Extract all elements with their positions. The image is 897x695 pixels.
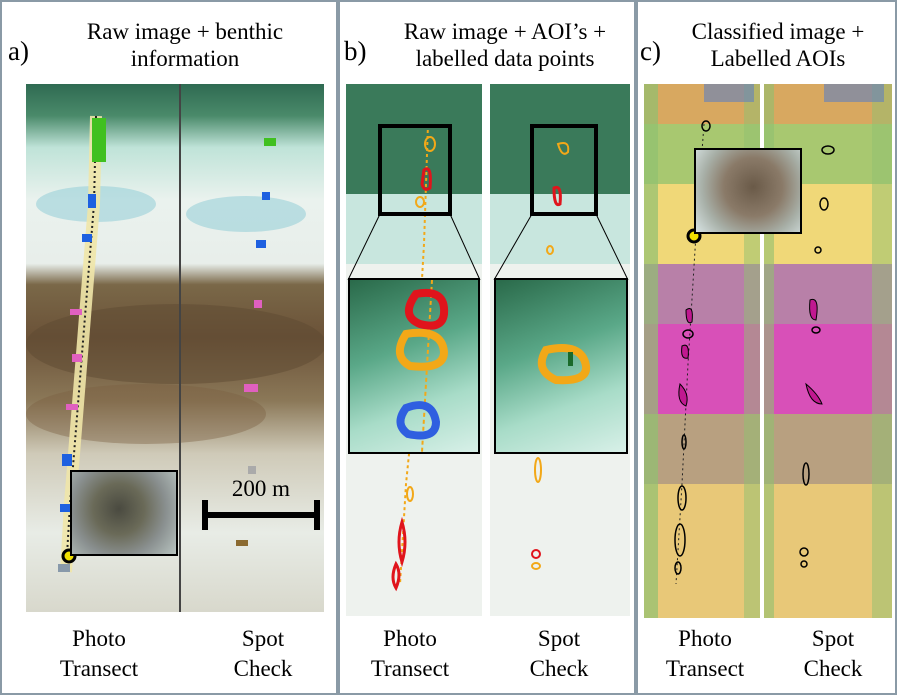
panel-a-right-caption-line1: Spot: [241, 626, 285, 651]
panel-c-right-caption-line2: Check: [803, 656, 863, 681]
panel-a-raw-image: 200 m: [26, 84, 324, 612]
panel-b-left-caption-line1: Photo: [383, 626, 437, 651]
panel-b-spotcheck-image: [490, 84, 630, 616]
scale-bar-right-tick: [314, 500, 320, 530]
panel-b-left-caption: Photo Transect: [355, 624, 465, 684]
panel-a-title-line1: Raw image + benthic: [86, 19, 284, 44]
panel-divider-bc: [634, 0, 638, 695]
panel-a-right-caption: Spot Check: [208, 624, 318, 684]
panel-b-transect-zoom: [348, 278, 480, 454]
panel-b-right-caption: Spot Check: [504, 624, 614, 684]
panel-c-letter: c): [640, 36, 661, 66]
panel-b-right-caption-line1: Spot: [537, 626, 581, 651]
panel-c-title: Classified image + Labelled AOIs: [668, 18, 888, 72]
panel-b-title: Raw image + AOI’s + labelled data points: [380, 18, 630, 72]
panel-a-left-caption: Photo Transect: [44, 624, 154, 684]
panel-a-title: Raw image + benthic information: [55, 18, 315, 72]
panel-b-title-line1: Raw image + AOI’s +: [403, 19, 607, 44]
panel-a-right-caption-line2: Check: [233, 656, 293, 681]
panel-a-title-line2: information: [130, 46, 240, 71]
panel-c-photo-inset: [694, 148, 802, 234]
panel-c-right-caption-line1: Spot: [811, 626, 855, 651]
scale-bar: [202, 512, 320, 518]
panel-a-left-caption-line2: Transect: [59, 656, 139, 681]
panel-a-letter: a): [8, 36, 29, 66]
panel-a-photo-inset: [70, 470, 178, 556]
panel-divider-ab: [336, 0, 340, 695]
panel-c-right-caption: Spot Check: [778, 624, 888, 684]
panel-b-right-caption-line2: Check: [529, 656, 589, 681]
panel-b-transect-image: [346, 84, 482, 616]
panel-c-title-line2: Labelled AOIs: [710, 46, 846, 71]
panel-b-spotcheck-zoom: [494, 278, 628, 454]
panel-c-left-caption: Photo Transect: [650, 624, 760, 684]
scale-bar-left-tick: [202, 500, 208, 530]
scale-bar-label: 200 m: [231, 476, 291, 501]
panel-b-letter: b): [344, 36, 367, 66]
panel-c-title-line1: Classified image +: [691, 19, 865, 44]
panel-b-left-caption-line2: Transect: [370, 656, 450, 681]
panel-c-left-caption-line2: Transect: [665, 656, 745, 681]
panel-b-title-line2: labelled data points: [415, 46, 595, 71]
panel-a-left-caption-line1: Photo: [72, 626, 126, 651]
panel-c-left-caption-line1: Photo: [678, 626, 732, 651]
